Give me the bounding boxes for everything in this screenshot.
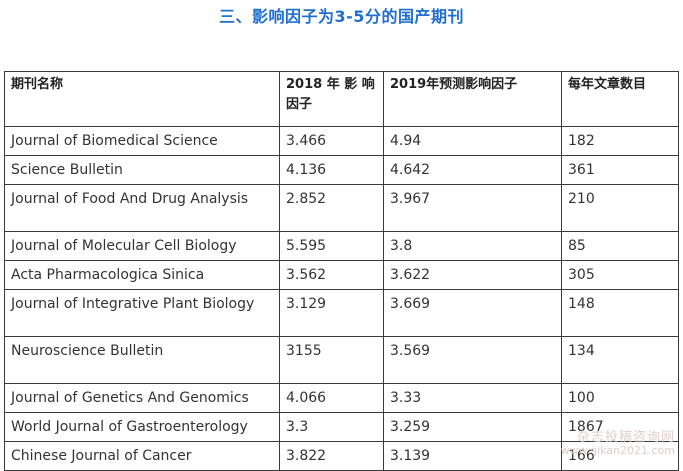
article-count-cell: 361 (561, 155, 679, 185)
impact-2019-cell: 3.669 (383, 289, 562, 337)
article-count-cell: 182 (561, 126, 679, 156)
journal-name-cell: World Journal of Gastroenterology (4, 412, 280, 442)
header-2018-impact-factor: 2018 年 影 响 因子 (279, 71, 384, 127)
watermark-site-name: 杂志投稿咨询网 (576, 430, 675, 445)
journal-name-cell: Acta Pharmacologica Sinica (4, 260, 280, 290)
impact-2018-cell: 3.466 (279, 126, 384, 156)
table-row: Journal of Integrative Plant Biology 3.1… (4, 289, 679, 337)
impact-2019-cell: 4.94 (383, 126, 562, 156)
table-row: Journal of Molecular Cell Biology 5.595 … (4, 231, 679, 261)
table-row: Journal of Food And Drug Analysis 2.852 … (4, 184, 679, 232)
journal-name-cell: Journal of Integrative Plant Biology (4, 289, 280, 337)
impact-2019-cell: 3.33 (383, 383, 562, 413)
table-row: Neuroscience Bulletin 3155 3.569 134 (4, 336, 679, 384)
article-count-cell: 134 (561, 336, 679, 384)
article-count-cell: 148 (561, 289, 679, 337)
article-count-cell: 305 (561, 260, 679, 290)
table-row: World Journal of Gastroenterology 3.3 3.… (4, 412, 679, 442)
journal-name-cell: Neuroscience Bulletin (4, 336, 280, 384)
impact-2019-cell: 3.622 (383, 260, 562, 290)
header-2019-predicted-impact-factor: 2019年预测影响因子 (383, 71, 562, 127)
journal-name-cell: Science Bulletin (4, 155, 280, 185)
journal-name-cell: Journal of Biomedical Science (4, 126, 280, 156)
impact-2019-cell: 3.569 (383, 336, 562, 384)
header-articles-per-year: 每年文章数目 (561, 71, 679, 127)
article-count-cell: 85 (561, 231, 679, 261)
journal-name-cell: Journal of Genetics And Genomics (4, 383, 280, 413)
journal-name-cell: Journal of Molecular Cell Biology (4, 231, 280, 261)
impact-2018-cell: 3.129 (279, 289, 384, 337)
impact-2019-cell: 3.139 (383, 441, 562, 471)
table-row: Acta Pharmacologica Sinica 3.562 3.622 3… (4, 260, 679, 290)
impact-2018-cell: 4.066 (279, 383, 384, 413)
journal-name-cell: Chinese Journal of Cancer (4, 441, 280, 471)
impact-2018-cell: 3.3 (279, 412, 384, 442)
impact-2018-cell: 3.822 (279, 441, 384, 471)
site-watermark: 杂志投稿咨询网 www.qikan2021.com (561, 431, 675, 457)
journal-impact-table: 期刊名称 2018 年 影 响 因子 2019年预测影响因子 每年文章数目 Jo… (4, 71, 679, 471)
table-row: Journal of Genetics And Genomics 4.066 3… (4, 383, 679, 413)
article-count-cell: 1867 (561, 412, 679, 442)
impact-2018-cell: 3155 (279, 336, 384, 384)
table-header-row: 期刊名称 2018 年 影 响 因子 2019年预测影响因子 每年文章数目 (4, 71, 679, 127)
impact-2019-cell: 3.8 (383, 231, 562, 261)
table-row: Journal of Biomedical Science 3.466 4.94… (4, 126, 679, 156)
watermark-site-url: www.qikan2021.com (560, 444, 675, 457)
table-row: Science Bulletin 4.136 4.642 361 (4, 155, 679, 185)
impact-2018-cell: 5.595 (279, 231, 384, 261)
article-count-cell: 210 (561, 184, 679, 232)
page-heading: 三、影响因子为3-5分的国产期刊 (219, 7, 464, 26)
impact-2019-cell: 4.642 (383, 155, 562, 185)
header-journal-name: 期刊名称 (4, 71, 280, 127)
journal-name-cell: Journal of Food And Drug Analysis (4, 184, 280, 232)
impact-2018-cell: 3.562 (279, 260, 384, 290)
impact-2018-cell: 2.852 (279, 184, 384, 232)
impact-2018-cell: 4.136 (279, 155, 384, 185)
impact-2019-cell: 3.967 (383, 184, 562, 232)
article-count-cell: 100 (561, 383, 679, 413)
impact-2019-cell: 3.259 (383, 412, 562, 442)
